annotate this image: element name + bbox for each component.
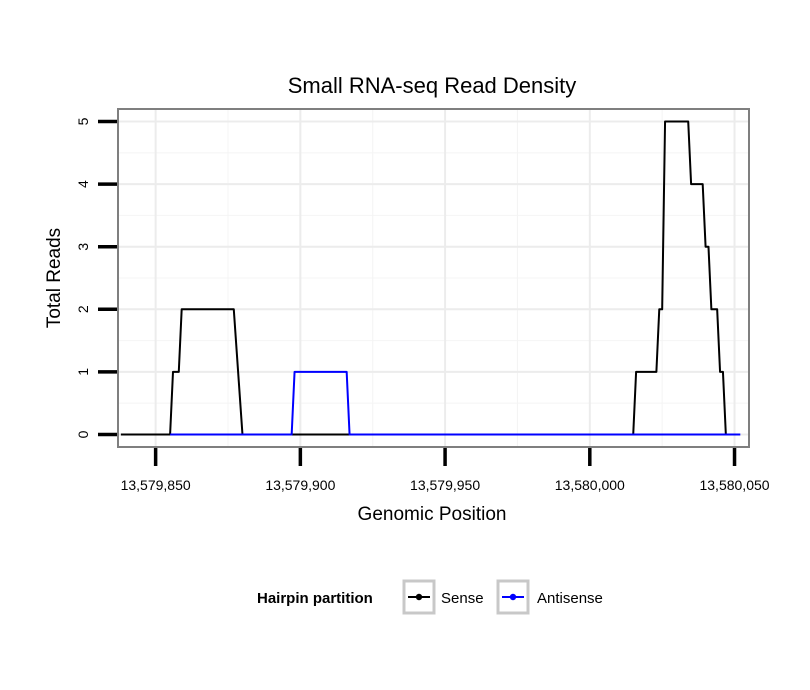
legend-dot-antisense xyxy=(509,593,517,601)
y-axis-title: Total Reads xyxy=(44,228,65,328)
series-group xyxy=(120,120,741,436)
x-axis-title: Genomic Position xyxy=(358,504,507,525)
legend-dot-sense xyxy=(415,593,423,601)
y-tick-label: 2 xyxy=(75,305,91,313)
series-line-sense xyxy=(120,120,727,436)
legend: Hairpin partition Sense Antisense xyxy=(257,579,603,615)
x-tick-label: 13,580,050 xyxy=(699,477,769,493)
x-tick-label: 13,580,000 xyxy=(555,477,625,493)
y-tick-label: 0 xyxy=(75,430,91,438)
y-tick-label: 4 xyxy=(75,180,91,188)
legend-item-antisense: Antisense xyxy=(496,579,603,615)
series-line-antisense xyxy=(170,370,741,436)
y-tick-label: 1 xyxy=(75,368,91,376)
x-tick-label: 13,579,850 xyxy=(121,477,191,493)
legend-item-sense: Sense xyxy=(402,579,484,615)
legend-label-sense: Sense xyxy=(441,590,484,607)
x-tick-label: 13,579,950 xyxy=(410,477,480,493)
chart-title: Small RNA-seq Read Density xyxy=(288,73,577,98)
y-tick-label: 3 xyxy=(75,243,91,251)
legend-title: Hairpin partition xyxy=(257,590,373,607)
legend-label-antisense: Antisense xyxy=(537,590,603,607)
x-axis: 13,579,850 13,579,900 13,579,950 13,580,000… xyxy=(121,448,770,493)
y-axis: 0 1 2 3 4 5 xyxy=(75,117,117,438)
y-tick-label: 5 xyxy=(75,117,91,125)
plot-border xyxy=(117,108,750,448)
x-tick-label: 13,579,900 xyxy=(265,477,335,493)
